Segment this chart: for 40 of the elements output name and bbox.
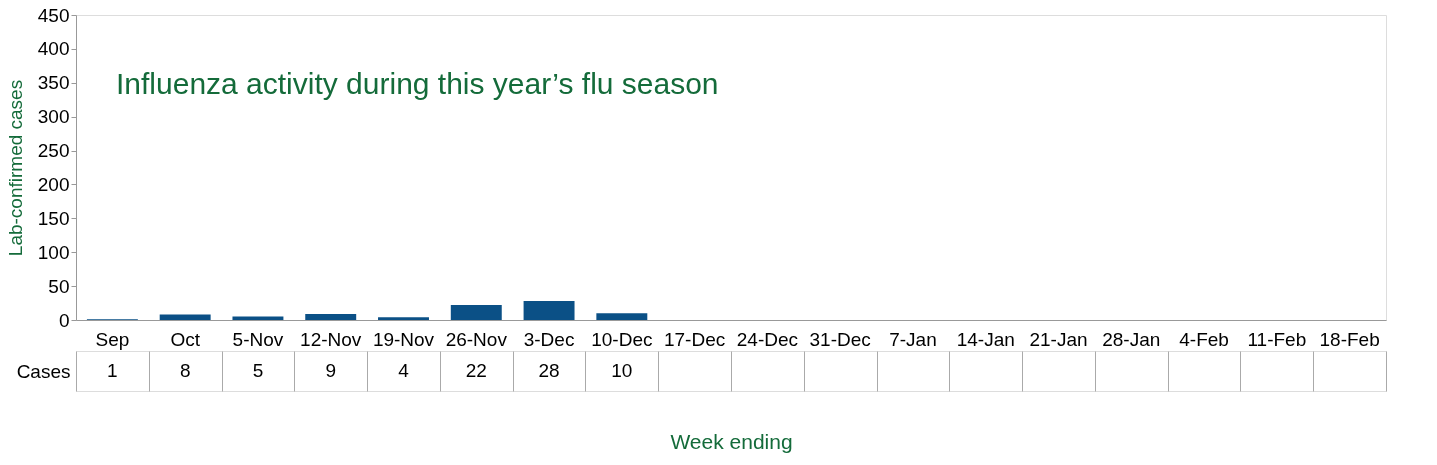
annotation: Influenza activity during this year’s flu season [116, 67, 719, 100]
x-tick-label: 31-Dec [809, 328, 871, 350]
x-tick-label: Sep [95, 328, 130, 350]
x-tick-label: 7-Jan [889, 328, 937, 350]
x-tick-label: 10-Dec [591, 328, 653, 350]
x-tick-label: 17-Dec [663, 328, 726, 350]
x-tick-label: Oct [170, 328, 201, 350]
x-tick-label: 21-Jan [1029, 328, 1088, 350]
data-label: 5 [252, 360, 264, 381]
x-tick-label: 4-Feb [1179, 328, 1229, 350]
y-tick-label: 100 [37, 241, 70, 263]
x-tick-label: 26-Nov [445, 328, 508, 350]
x-tick-label: 3-Dec [523, 328, 575, 350]
x-axis-title: Week ending [670, 429, 793, 453]
data-label: 9 [325, 360, 337, 381]
y-tick-label: 150 [37, 207, 70, 229]
text: Cases [16, 360, 71, 382]
y-tick-label: 450 [37, 4, 70, 26]
x-tick-label: 28-Jan [1102, 328, 1161, 350]
x-tick-label: 11-Feb [1247, 328, 1307, 350]
data-label: 4 [398, 360, 410, 381]
x-tick-label: 12-Nov [300, 328, 362, 350]
x-tick-label: 24-Dec [736, 328, 799, 350]
data-label: 28 [538, 360, 560, 381]
x-tick-label: 5-Nov [232, 328, 284, 350]
data-label: 22 [465, 360, 487, 381]
y-tick-label: 200 [37, 173, 70, 195]
y-tick-label: 0 [58, 309, 70, 331]
y-tick-label: 400 [37, 38, 70, 60]
y-tick-label: 300 [37, 106, 70, 128]
y-tick-label: 250 [37, 140, 70, 162]
data-label: 10 [611, 360, 633, 381]
x-tick-label: 19-Nov [372, 328, 435, 350]
y-tick-label: 50 [48, 275, 70, 297]
x-tick-label: 18-Feb [1319, 328, 1380, 350]
data-label: 1 [107, 360, 118, 381]
y-axis-title: Lab-confirmed cases [4, 79, 26, 257]
x-tick-label: 14-Jan [956, 328, 1015, 350]
data-label: 8 [179, 360, 191, 381]
y-tick-label: 350 [37, 72, 70, 94]
